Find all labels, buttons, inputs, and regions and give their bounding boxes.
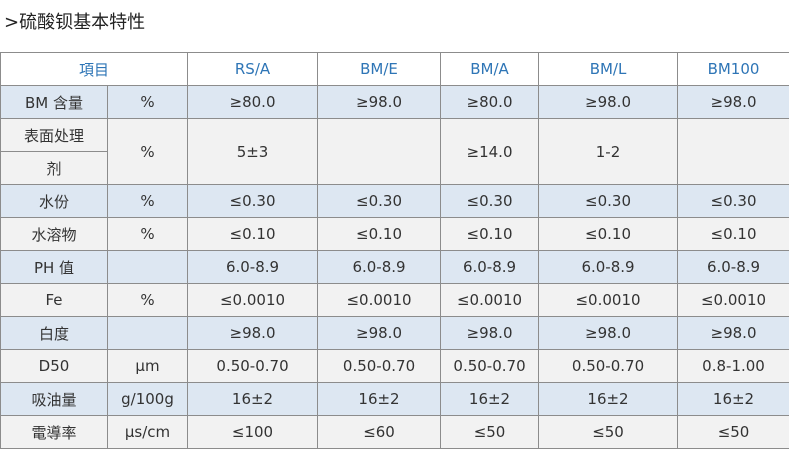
value-cell: 6.0-8.9: [440, 250, 540, 284]
value-cell: ≤0.10: [538, 217, 679, 251]
value-cell: ≤0.0010: [538, 283, 679, 317]
row-label: D50: [0, 349, 108, 383]
value-cell: 16±2: [187, 382, 319, 416]
table-row: 水溶物% ≤0.10 ≤0.10 ≤0.10 ≤0.10 ≤0.10: [0, 217, 789, 251]
value-cell: 1-2: [538, 118, 679, 185]
value-cell: ≤50: [538, 415, 679, 449]
value-cell: ≤50: [440, 415, 540, 449]
header-row: 項目 RS/A BM/E BM/A BM/L BM100: [0, 52, 789, 86]
table-row: 白度 ≥98.0 ≥98.0 ≥98.0 ≥98.0 ≥98.0: [0, 316, 789, 350]
value-cell: ≤0.30: [440, 184, 540, 218]
value-cell: ≥80.0: [187, 85, 319, 119]
header-cell: BM/A: [440, 52, 540, 86]
table-row: PH 值 6.0-8.9 6.0-8.9 6.0-8.9 6.0-8.9 6.0-8.9: [0, 250, 789, 284]
table-row: 表面处理% 5±3 ≥14.0 1-2: [0, 118, 789, 185]
row-label: 剂: [0, 151, 108, 185]
value-cell: ≤0.30: [538, 184, 679, 218]
value-cell: ≤0.10: [677, 217, 789, 251]
value-cell: ≥14.0: [440, 118, 540, 185]
header-cell: BM100: [677, 52, 789, 86]
value-cell: ≥98.0: [677, 85, 789, 119]
unit-cell: %: [106, 184, 189, 218]
value-cell: ≥98.0: [538, 316, 679, 350]
value-cell: ≤0.10: [440, 217, 540, 251]
unit-cell: %: [106, 85, 189, 119]
unit-cell: %: [106, 118, 189, 185]
row-label: 吸油量: [0, 382, 108, 416]
value-cell: ≤0.10: [317, 217, 442, 251]
value-cell: 5±3: [187, 118, 319, 185]
value-cell: ≤0.30: [317, 184, 442, 218]
value-cell: ≤0.0010: [440, 283, 540, 317]
row-label: 電導率: [0, 415, 108, 449]
header-cell: BM/L: [538, 52, 679, 86]
unit-cell: [106, 316, 189, 350]
value-cell: ≤100: [187, 415, 319, 449]
spec-table: 項目 RS/A BM/E BM/A BM/L BM100 BM 含量% ≥80.0 ≥98.0 ≥…: [0, 52, 789, 449]
header-cell: RS/A: [187, 52, 319, 86]
unit-cell: %: [106, 283, 189, 317]
row-label: 白度: [0, 316, 108, 350]
header-cell: 項目: [0, 52, 189, 86]
unit-cell: μm: [106, 349, 189, 383]
value-cell: ≤50: [677, 415, 789, 449]
table-row: Fe% ≤0.0010 ≤0.0010 ≤0.0010 ≤0.0010 ≤0.0010: [0, 283, 789, 317]
value-cell: 0.50-0.70: [440, 349, 540, 383]
row-label: Fe: [0, 283, 108, 317]
value-cell: 16±2: [538, 382, 679, 416]
value-cell: 6.0-8.9: [317, 250, 442, 284]
page-title: >硫酸钡基本特性: [4, 12, 146, 33]
value-cell: ≤0.0010: [677, 283, 789, 317]
value-cell: ≤0.10: [187, 217, 319, 251]
header-cell: BM/E: [317, 52, 442, 86]
unit-cell: g/100g: [106, 382, 189, 416]
value-cell: ≤0.30: [677, 184, 789, 218]
table-row: 吸油量 g/100g 16±2 16±2 16±2 16±2 16±2: [0, 382, 789, 416]
value-cell: 0.50-0.70: [538, 349, 679, 383]
row-label: PH 值: [0, 250, 108, 284]
value-cell: ≥98.0: [677, 316, 789, 350]
value-cell: 6.0-8.9: [538, 250, 679, 284]
value-cell: 6.0-8.9: [677, 250, 789, 284]
value-cell: 16±2: [440, 382, 540, 416]
value-cell: ≥98.0: [538, 85, 679, 119]
table-row: 電導率 μs/cm ≤100 ≤60 ≤50 ≤50 ≤50: [0, 415, 789, 449]
value-cell: [677, 118, 789, 185]
value-cell: ≤0.0010: [317, 283, 442, 317]
table-row: 剂: [0, 151, 789, 185]
table-row: BM 含量% ≥80.0 ≥98.0 ≥80.0 ≥98.0 ≥98.0: [0, 85, 789, 119]
unit-cell: [106, 250, 189, 284]
value-cell: [317, 118, 442, 185]
value-cell: ≥98.0: [187, 316, 319, 350]
table-row: 水份% ≤0.30 ≤0.30 ≤0.30 ≤0.30 ≤0.30: [0, 184, 789, 218]
unit-cell: %: [106, 217, 189, 251]
value-cell: 0.8-1.00: [677, 349, 789, 383]
value-cell: ≤0.30: [187, 184, 319, 218]
row-label: 表面处理: [0, 118, 108, 152]
table-row: D50 μm 0.50-0.70 0.50-0.70 0.50-0.70 0.50-0.7…: [0, 349, 789, 383]
value-cell: ≥80.0: [440, 85, 540, 119]
value-cell: ≥98.0: [317, 316, 442, 350]
value-cell: 6.0-8.9: [187, 250, 319, 284]
unit-cell: μs/cm: [106, 415, 189, 449]
value-cell: ≤60: [317, 415, 442, 449]
value-cell: ≥98.0: [317, 85, 442, 119]
value-cell: 0.50-0.70: [317, 349, 442, 383]
value-cell: 16±2: [317, 382, 442, 416]
value-cell: 0.50-0.70: [187, 349, 319, 383]
value-cell: 16±2: [677, 382, 789, 416]
row-label: 水份: [0, 184, 108, 218]
row-label: 水溶物: [0, 217, 108, 251]
row-label: BM 含量: [0, 85, 108, 119]
value-cell: ≥98.0: [440, 316, 540, 350]
value-cell: ≤0.0010: [187, 283, 319, 317]
